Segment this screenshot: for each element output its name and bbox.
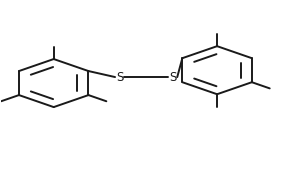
Text: S: S bbox=[169, 71, 176, 84]
Text: S: S bbox=[116, 71, 123, 84]
